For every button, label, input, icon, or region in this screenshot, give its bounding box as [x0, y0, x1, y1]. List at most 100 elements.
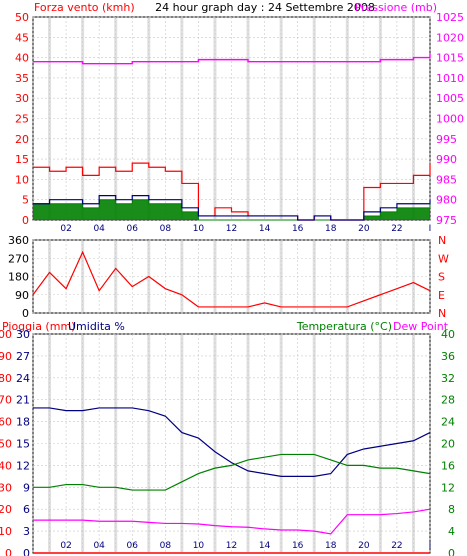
humidity-tick-label: 9	[23, 481, 30, 494]
hour-tick-label: 22	[391, 224, 402, 234]
hour-tick-label: 08	[160, 224, 172, 234]
hour-tick-label: 14	[259, 541, 271, 551]
hour-tick-label: 16	[292, 541, 304, 551]
wind-tick-label: 0	[22, 214, 29, 227]
hour-tick-label: 18	[325, 541, 337, 551]
rain-tick-label: 60	[0, 416, 12, 429]
pressure-tick-label: 1010	[436, 72, 464, 85]
hour-tick-label: 06	[127, 541, 139, 551]
wind-tick-label: 10	[15, 173, 29, 186]
humidity-tick-label: 24	[16, 372, 30, 385]
wind-tick-label: 35	[15, 72, 29, 85]
humidity-tick-label: 12	[16, 459, 30, 472]
hour-tick-label: I	[429, 541, 432, 551]
pressure-tick-label: 1005	[436, 92, 464, 105]
hour-tick-label: 10	[193, 224, 205, 234]
temperature-tick-label: 24	[441, 416, 455, 429]
rain-tick-label: 0	[5, 547, 12, 556]
compass-tick-label: E	[438, 289, 445, 302]
pressure-line	[33, 53, 431, 65]
hour-tick-label: 22	[391, 541, 402, 551]
humidity-line	[33, 407, 431, 477]
humidity-tick-label: 27	[16, 350, 30, 363]
hour-tick-label: 04	[93, 224, 105, 234]
hour-tick-label: 14	[259, 224, 271, 234]
hour-tick-label: 16	[292, 224, 304, 234]
temperature-tick-label: 0	[448, 547, 455, 556]
humidity-tick-label: 15	[16, 438, 30, 451]
hour-tick-label: 20	[358, 224, 370, 234]
wind-speed-area	[33, 199, 430, 220]
rain-humidity-temperature-panel: 0102030405060708090100036912151821242730…	[0, 328, 455, 556]
humidity-tick-label: 3	[23, 525, 30, 538]
wind-chart-title: Forza vento (kmh)	[34, 1, 135, 14]
chart-main-title: 24 hour graph day : 24 Settembre 2008	[155, 1, 375, 14]
wind-pressure-panel: 0510152025303540455097598098599099510001…	[15, 11, 464, 234]
pressure-tick-label: 990	[436, 153, 457, 166]
humidity-axis-title: Umidita %	[68, 320, 125, 333]
humidity-tick-label: 21	[16, 394, 30, 407]
pressure-tick-label: 1025	[436, 11, 464, 24]
direction-tick-label: 360	[8, 234, 29, 247]
compass-tick-label: W	[438, 252, 449, 265]
temperature-axis-title: Temperatura (°C)	[296, 320, 392, 333]
direction-tick-label: 270	[8, 252, 29, 265]
wind-tick-label: 30	[15, 92, 29, 105]
wind-tick-label: 20	[15, 133, 29, 146]
rain-tick-label: 10	[0, 525, 12, 538]
dew-point-axis-title: Dew Point	[393, 320, 449, 333]
hour-tick-label: 08	[160, 541, 172, 551]
temperature-tick-label: 20	[441, 438, 455, 451]
pressure-tick-label: 1015	[436, 52, 464, 65]
compass-tick-label: S	[438, 271, 445, 284]
hour-tick-label: 18	[325, 224, 337, 234]
pressure-tick-label: 1000	[436, 113, 464, 126]
temperature-line	[33, 453, 431, 491]
temperature-tick-label: 4	[448, 525, 455, 538]
temperature-tick-label: 16	[441, 459, 455, 472]
temperature-tick-label: 12	[441, 481, 455, 494]
humidity-tick-label: 6	[23, 503, 30, 516]
pressure-chart-title: Pressione (mb)	[355, 1, 437, 14]
rain-tick-label: 20	[0, 503, 12, 516]
humidity-tick-label: 30	[16, 328, 30, 341]
pressure-tick-label: 995	[436, 133, 457, 146]
dew-point-line	[33, 508, 431, 535]
hour-tick-label: 10	[193, 541, 205, 551]
compass-tick-label: N	[438, 234, 446, 247]
pressure-tick-label: 985	[436, 173, 457, 186]
rain-tick-label: 50	[0, 438, 12, 451]
temperature-tick-label: 36	[441, 350, 455, 363]
wind-tick-label: 50	[15, 11, 29, 24]
temperature-tick-label: 28	[441, 394, 455, 407]
hour-tick-label: 02	[60, 541, 71, 551]
rain-tick-label: 40	[0, 459, 12, 472]
hour-tick-label: 02	[60, 224, 71, 234]
wind-tick-label: 40	[15, 52, 29, 65]
pressure-tick-label: 980	[436, 194, 457, 207]
rain-tick-label: 80	[0, 372, 12, 385]
hour-tick-label: 20	[358, 541, 370, 551]
rain-tick-label: 100	[0, 328, 12, 341]
wind-tick-label: 45	[15, 31, 29, 44]
rain-tick-label: 30	[0, 481, 12, 494]
direction-tick-label: 180	[8, 271, 29, 284]
wind-tick-label: 15	[15, 153, 29, 166]
humidity-tick-label: 18	[16, 416, 30, 429]
wind-gust-line	[33, 162, 431, 221]
wind-tick-label: 25	[15, 113, 29, 126]
rain-tick-label: 70	[0, 394, 12, 407]
hour-tick-label: 06	[127, 224, 139, 234]
compass-tick-label: N	[438, 307, 446, 320]
direction-tick-label: 90	[15, 289, 29, 302]
wind-direction-line	[32, 250, 431, 308]
pressure-tick-label: 1020	[436, 31, 464, 44]
temperature-tick-label: 32	[441, 372, 455, 385]
wind-average-line	[33, 195, 431, 221]
rain-tick-label: 90	[0, 350, 12, 363]
hour-tick-label: 04	[93, 541, 105, 551]
rain-axis-title: Pioggia (mm)	[2, 320, 75, 333]
temperature-tick-label: 40	[441, 328, 455, 341]
